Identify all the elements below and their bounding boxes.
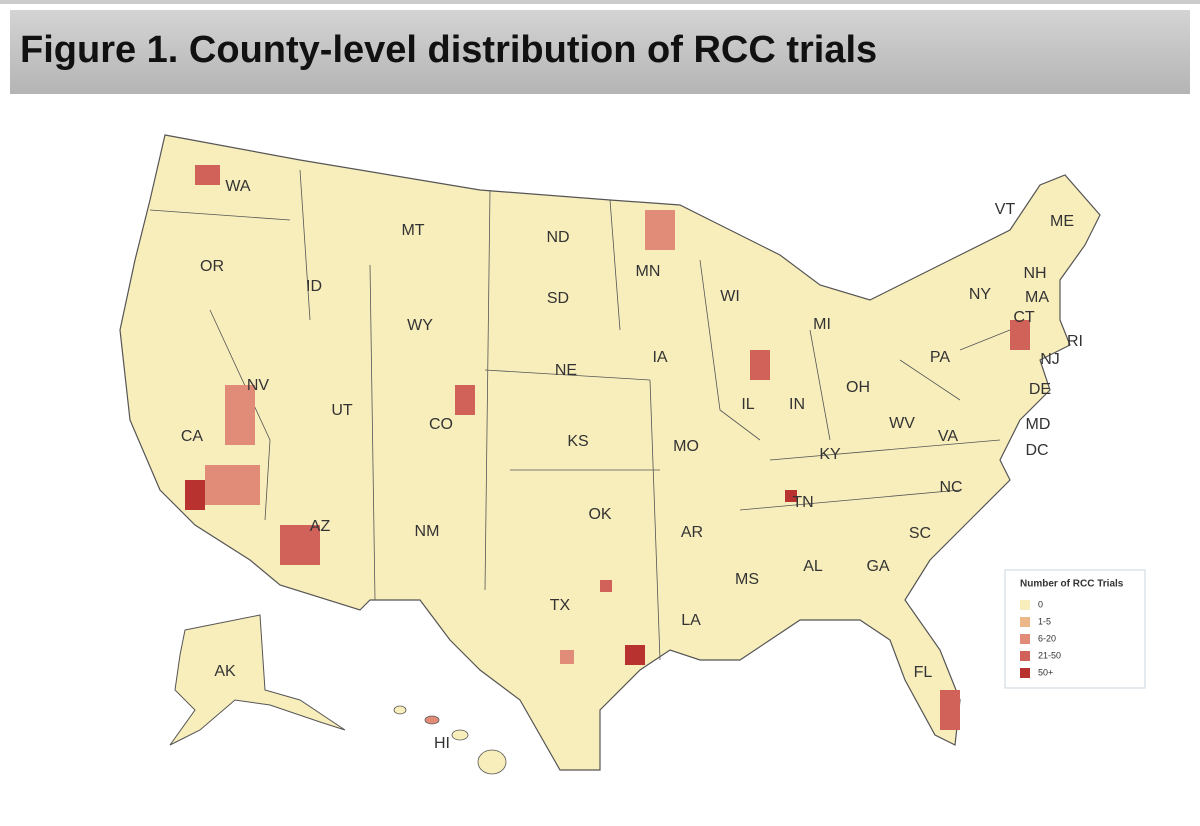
legend-label: 21-50	[1038, 650, 1061, 660]
state-label: NC	[939, 479, 962, 496]
state-borders	[149, 169, 1011, 661]
state-label: NJ	[1040, 351, 1060, 368]
state-label: IA	[652, 349, 667, 366]
hawaii	[393, 705, 507, 775]
state-label: OH	[846, 379, 870, 396]
title: Figure 1. County-level distribution of R…	[20, 29, 877, 71]
state-label: MD	[1026, 416, 1051, 433]
county-patch	[1010, 320, 1030, 350]
island	[424, 715, 440, 725]
legend-swatch	[1020, 651, 1030, 661]
state-label: WA	[225, 178, 251, 195]
legend-items: 0 1-5 6-20 21-50 50+	[1020, 599, 1061, 678]
legend-swatch	[1020, 668, 1030, 678]
state-label: TN	[792, 494, 813, 511]
state-label: NV	[247, 377, 270, 394]
island	[393, 705, 407, 715]
state-label: WV	[889, 415, 915, 432]
state-label: HI	[434, 735, 450, 752]
state-label: ND	[546, 229, 569, 246]
top-rule	[0, 0, 1200, 4]
legend-label: 6-20	[1038, 633, 1056, 643]
state-label: CO	[429, 416, 453, 433]
state-label: MO	[673, 438, 699, 455]
state-label: SC	[909, 525, 931, 542]
island	[477, 749, 507, 775]
state-label: MN	[636, 263, 661, 280]
state-label: IN	[789, 396, 805, 413]
state-label: FL	[914, 664, 933, 681]
state-label: CT	[1013, 309, 1035, 326]
state-label: NM	[415, 523, 440, 540]
state-label: PA	[930, 349, 950, 366]
state-label: CA	[181, 428, 204, 445]
county-patch	[625, 645, 645, 665]
state-label: WI	[720, 288, 740, 305]
legend-label: 1-5	[1038, 616, 1051, 626]
state-label: LA	[681, 612, 701, 629]
state-label: UT	[331, 402, 353, 419]
state-label: AZ	[310, 518, 331, 535]
state-label: WY	[407, 317, 433, 334]
county-patches	[185, 165, 1030, 730]
state-label: SD	[547, 290, 569, 307]
legend-title: Number of RCC Trials	[1020, 579, 1124, 590]
state-label: OK	[588, 506, 611, 523]
island	[451, 729, 469, 741]
county-patch	[205, 465, 260, 505]
state-label: ME	[1050, 213, 1074, 230]
state-label: GA	[866, 558, 889, 575]
legend-swatch	[1020, 600, 1030, 610]
legend-label: 0	[1038, 599, 1043, 609]
state-label: KS	[567, 433, 588, 450]
header-bar	[10, 10, 1190, 94]
legend-swatch	[1020, 617, 1030, 627]
county-patch	[455, 385, 475, 415]
state-labels: WA OR MT ID WY ND SD MN WI MI NY VT ME NH MA CT RI NJ DE MD…	[181, 178, 1083, 752]
county-patch	[645, 210, 675, 250]
alaska	[169, 614, 346, 746]
state-label: AK	[214, 663, 236, 680]
state-label: DE	[1029, 381, 1051, 398]
county-patch	[195, 165, 220, 185]
state-label: MT	[401, 222, 424, 239]
state-label: IL	[741, 396, 754, 413]
state-label: TX	[550, 597, 571, 614]
county-patch	[225, 385, 255, 445]
county-patch	[185, 480, 205, 510]
state-label: KY	[819, 446, 841, 463]
state-label: NE	[555, 362, 577, 379]
county-patch	[785, 490, 797, 502]
state-label: MA	[1025, 289, 1049, 306]
state-label: MI	[813, 316, 831, 333]
legend-label: 50+	[1038, 667, 1053, 677]
state-label: AR	[681, 524, 703, 541]
county-patch	[280, 525, 320, 565]
county-patch	[940, 690, 960, 730]
state-label: NY	[969, 286, 992, 303]
state-label: AL	[803, 558, 823, 575]
county-patch	[750, 350, 770, 380]
state-label: ID	[306, 278, 322, 295]
state-label: MS	[735, 571, 759, 588]
state-label: NH	[1023, 265, 1046, 282]
state-label: OR	[200, 258, 224, 275]
county-patch	[600, 580, 612, 592]
state-label: VT	[995, 201, 1016, 218]
us-outline	[119, 134, 1101, 771]
state-label: VA	[938, 428, 958, 445]
county-patch	[560, 650, 574, 664]
state-label: RI	[1067, 333, 1083, 350]
state-label: DC	[1025, 442, 1048, 459]
legend-swatch	[1020, 634, 1030, 644]
